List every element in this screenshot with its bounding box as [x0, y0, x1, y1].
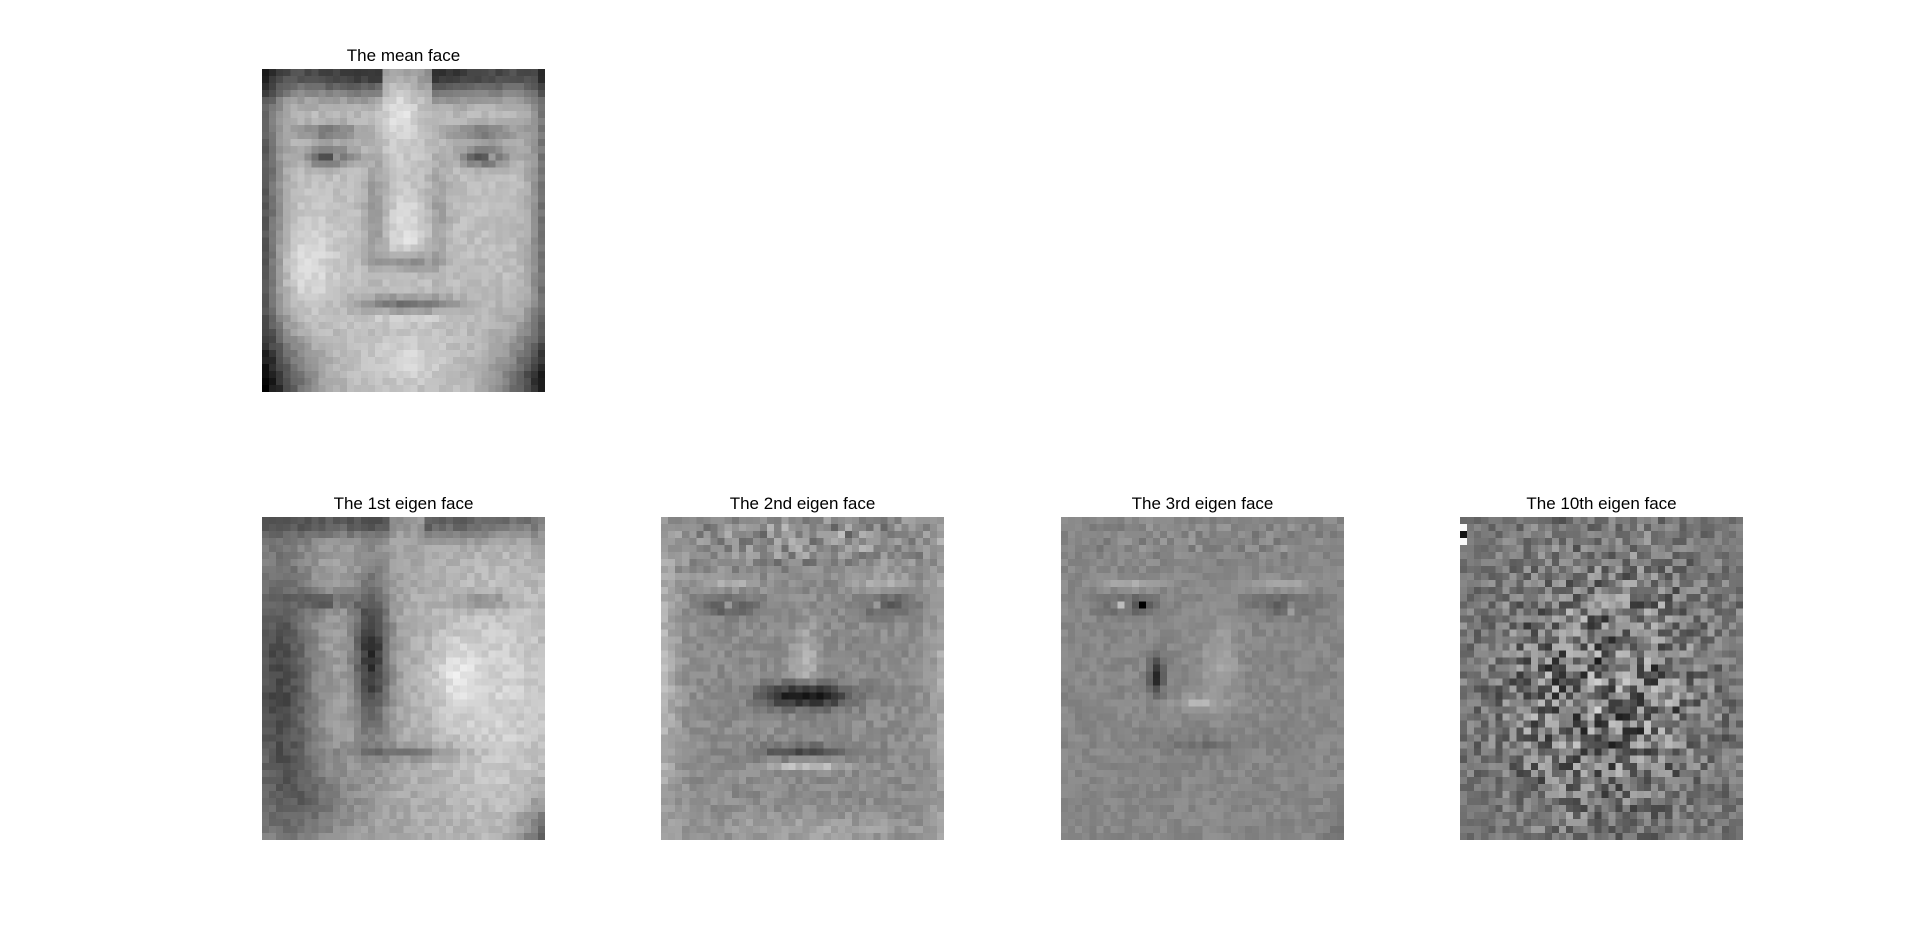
eigen-face-10-title: The 10th eigen face	[1526, 494, 1677, 513]
mean-face-image	[262, 69, 545, 392]
eigen-face-3-title: The 3rd eigen face	[1131, 494, 1274, 513]
eigen-face-2-image	[661, 517, 944, 840]
eigen-face-2-title: The 2nd eigen face	[729, 494, 876, 513]
eigen-face-10-image	[1460, 517, 1743, 840]
eigen-face-1-image	[262, 517, 545, 840]
eigen-face-1-title: The 1st eigen face	[333, 494, 474, 513]
eigen-face-3-image	[1061, 517, 1344, 840]
mean-face-title: The mean face	[346, 46, 461, 65]
